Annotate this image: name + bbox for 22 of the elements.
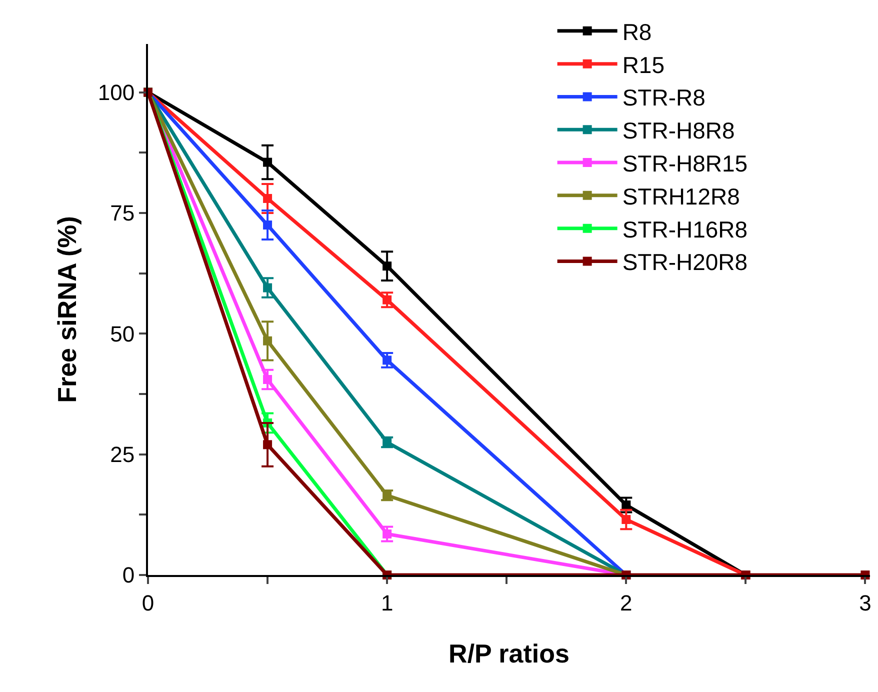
legend-label: STR-H20R8 — [622, 249, 748, 276]
y-axis-title: Free siRNA (%) — [52, 216, 82, 403]
y-tick-label: 75 — [110, 200, 135, 226]
x-tick-label: 1 — [380, 590, 394, 616]
legend-label: R15 — [622, 52, 665, 78]
legend-label: STRH12R8 — [622, 183, 740, 210]
y-tick-label: 50 — [110, 321, 135, 346]
y-tick-label: 0 — [122, 562, 135, 588]
legend-label: R8 — [622, 18, 652, 45]
point — [382, 262, 392, 271]
x-tick-label: 0 — [142, 590, 154, 616]
x-tick-label: 3 — [859, 590, 872, 616]
legend-label: STR-H16R8 — [622, 216, 748, 242]
x-tick-label: 2 — [620, 590, 632, 616]
x-axis-title: R/P ratios — [448, 638, 570, 669]
legend-label: STR-H8R15 — [622, 150, 748, 177]
legend-label: STR-H8R8 — [622, 118, 735, 144]
point — [263, 440, 272, 450]
point — [263, 158, 272, 167]
legend-label: STR-R8 — [622, 84, 706, 111]
y-tick-label: 25 — [110, 442, 135, 468]
y-tick-label: 100 — [98, 80, 135, 105]
